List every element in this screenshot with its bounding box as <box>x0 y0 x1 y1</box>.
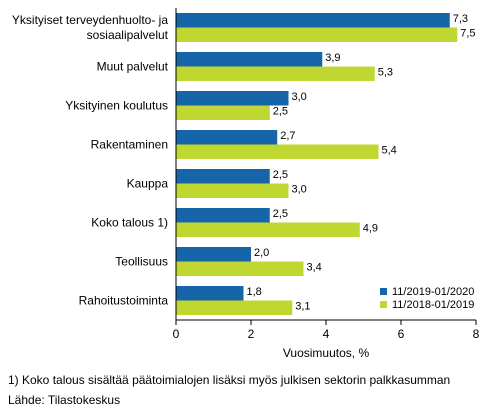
category-labels: Yksityiset terveydenhuolto- jasosiaalipa… <box>12 13 169 308</box>
x-tick-label: 6 <box>398 327 405 341</box>
bar-value-label: 2,5 <box>273 106 288 118</box>
category-label: Kauppa <box>127 177 169 191</box>
x-tick-label: 4 <box>323 327 330 341</box>
category-label: Rakentaminen <box>91 138 168 152</box>
category-label: Koko talous 1) <box>91 216 168 230</box>
bar-series-2 <box>176 222 360 237</box>
bar-value-label: 1,8 <box>247 286 262 298</box>
bar-series-1 <box>176 130 278 145</box>
x-tick-label: 2 <box>248 327 255 341</box>
x-axis-title: Vuosimuutos, % <box>283 346 370 360</box>
legend-label: 11/2018-01/2019 <box>392 299 474 311</box>
bar-series-1 <box>176 91 289 106</box>
bar-value-label: 2,0 <box>254 247 269 259</box>
bar-value-label: 3,0 <box>292 184 307 196</box>
category-label: Teollisuus <box>115 255 168 269</box>
bar-series-2 <box>176 66 375 81</box>
bar-value-label: 2,5 <box>273 169 288 181</box>
category-label: Yksityinen koulutus <box>65 99 168 113</box>
source-note: Lähde: Tilastokeskus <box>8 393 121 407</box>
bar-value-label: 2,7 <box>280 130 295 142</box>
footnote: 1) Koko talous sisältää päätoimialojen l… <box>8 373 451 387</box>
category-label: sosiaalipalvelut <box>87 28 169 42</box>
bar-chart: 7,3 7,5 3,9 5,3 3,0 2,5 2,7 5,4 2,5 3,0 2,5 4,9 2,0 3… <box>12 8 480 360</box>
bar-value-label: 3,9 <box>325 52 340 64</box>
x-axis: 0 2 4 6 8 <box>173 8 480 341</box>
legend-swatch <box>380 301 387 308</box>
bar-series-1 <box>176 169 270 184</box>
bar-series-2 <box>176 144 379 159</box>
bar-series-1 <box>176 247 251 262</box>
bar-series-2 <box>176 105 270 120</box>
bar-value-label: 5,4 <box>382 145 397 157</box>
category-label: Yksityiset terveydenhuolto- ja <box>12 13 168 27</box>
bar-series-2 <box>176 300 293 315</box>
bar-value-label: 3,4 <box>307 262 322 274</box>
bar-series-1 <box>176 13 450 28</box>
bar-value-label: 2,5 <box>273 208 288 220</box>
category-label: Muut palvelut <box>97 60 169 74</box>
category-label: Rahoitustoiminta <box>79 294 169 308</box>
bar-series-2 <box>176 183 289 198</box>
bars-layer: 7,3 7,5 3,9 5,3 3,0 2,5 2,7 5,4 2,5 3,0 2,5 4,9 2,0 3… <box>176 13 476 315</box>
bar-value-label: 5,3 <box>378 67 393 79</box>
bar-value-label: 7,5 <box>460 28 475 40</box>
bar-series-1 <box>176 208 270 223</box>
bar-value-label: 3,0 <box>292 91 307 103</box>
bar-value-label: 4,9 <box>363 223 378 235</box>
legend-swatch <box>380 288 387 295</box>
x-tick-label: 8 <box>473 327 480 341</box>
bar-value-label: 3,1 <box>295 301 310 313</box>
bar-series-1 <box>176 286 244 301</box>
bar-series-1 <box>176 52 323 67</box>
bar-value-label: 7,3 <box>453 13 468 25</box>
bar-series-2 <box>176 261 304 276</box>
x-tick-label: 0 <box>173 327 180 341</box>
bar-series-2 <box>176 27 458 42</box>
legend-label: 11/2019-01/2020 <box>392 286 474 298</box>
